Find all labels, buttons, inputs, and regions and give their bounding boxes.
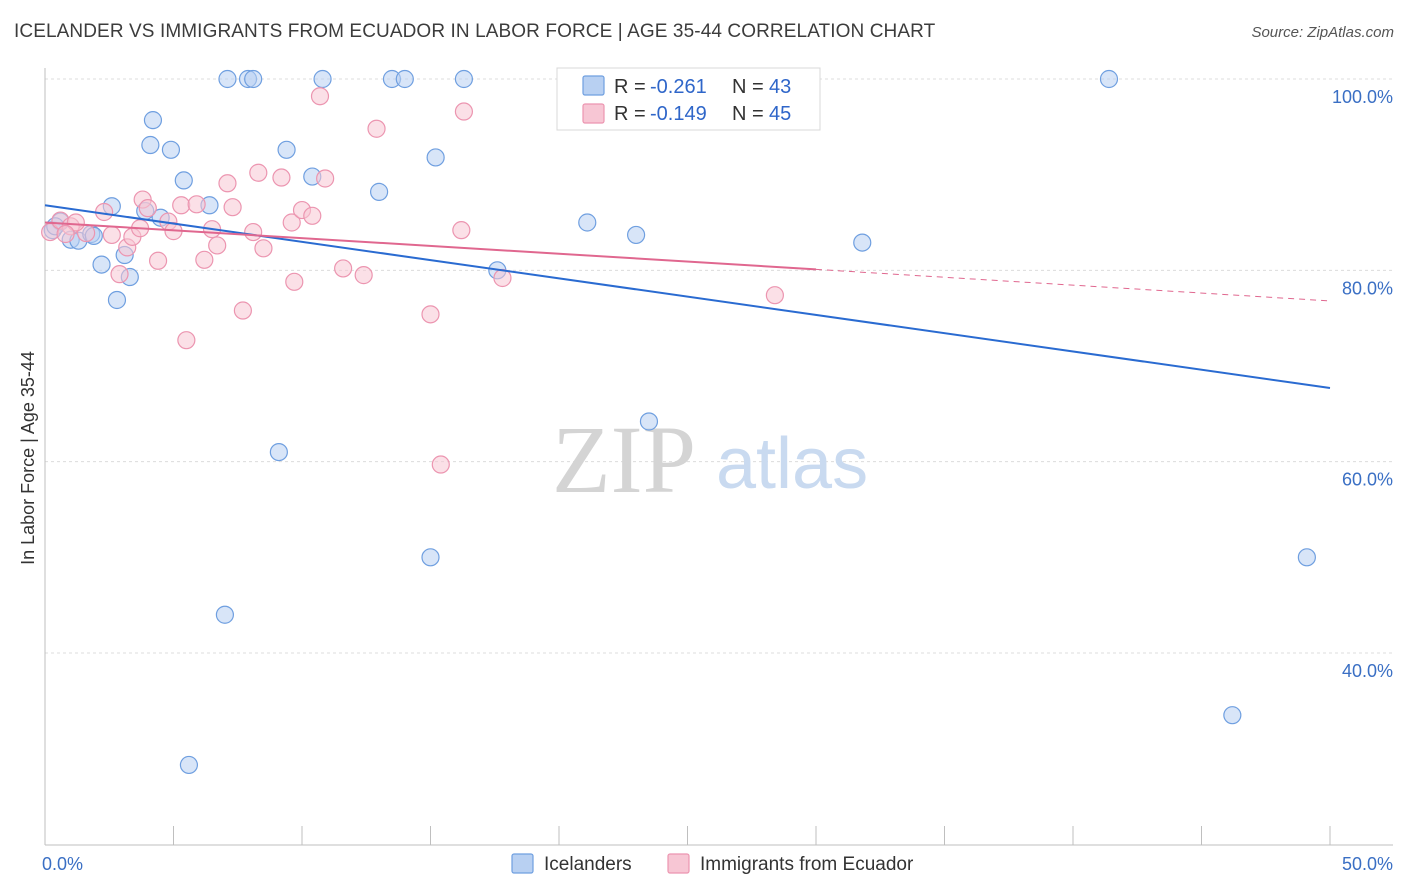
legend-n-value-1: 43 <box>769 76 791 98</box>
ecuador-point <box>316 169 335 188</box>
ecuador-point <box>187 195 206 214</box>
icelander-point <box>454 69 474 89</box>
x-tick-label-max: 50.0% <box>1342 854 1393 874</box>
icelander-point <box>215 605 234 624</box>
ecuador-point <box>367 119 386 138</box>
legend-r-label-1: R = <box>614 76 646 98</box>
ecuador-point <box>56 224 75 244</box>
icelander-point <box>161 140 181 159</box>
watermark: ZIP atlas <box>552 406 868 513</box>
ecuador-point <box>282 213 301 232</box>
ecuador-trend-extension <box>815 268 1331 302</box>
ecuador-point <box>431 455 450 474</box>
ecuador-point <box>195 250 214 269</box>
ecuador-point <box>421 305 440 324</box>
icelander-point <box>853 233 872 252</box>
ecuador-point <box>454 102 474 121</box>
legend-r-value-2: -0.149 <box>650 103 707 125</box>
icelander-point <box>1099 69 1119 89</box>
watermark-atlas: atlas <box>716 424 868 504</box>
bottom-legend-icelanders: Icelanders <box>544 854 632 875</box>
ecuador-point <box>110 265 129 284</box>
axes: 100.0% 80.0% 60.0% 40.0% 0.0% 50.0% <box>42 68 1393 874</box>
ecuador-point <box>303 206 322 225</box>
ecuador-point <box>272 168 291 187</box>
ecuador-point <box>334 259 353 278</box>
legend-n-label-1: N = <box>732 76 764 98</box>
chart-title: ICELANDER VS IMMIGRANTS FROM ECUADOR IN … <box>14 21 936 42</box>
legend-swatch-ecuador <box>582 103 605 124</box>
ecuador-point <box>310 87 330 106</box>
icelander-trend-line <box>44 204 1331 389</box>
icelander-point <box>313 69 332 89</box>
legend-n-label-2: N = <box>732 103 764 125</box>
icelander-point <box>143 111 163 130</box>
icelander-point <box>107 290 127 310</box>
ecuador-point <box>223 198 242 217</box>
icelander-point <box>269 443 288 462</box>
y-axis-title: In Labor Force | Age 35-44 <box>18 351 38 565</box>
ecuador-point <box>172 196 191 215</box>
bottom-legend-ecuador: Immigrants from Ecuador <box>700 854 914 875</box>
icelander-point <box>179 755 199 775</box>
x-tick-label-min: 0.0% <box>42 854 83 874</box>
ecuador-point <box>148 251 168 270</box>
icelander-point <box>1297 548 1316 567</box>
icelander-point <box>92 255 111 274</box>
icelander-point <box>578 213 597 232</box>
icelander-point <box>244 69 263 89</box>
icelander-point <box>626 225 646 245</box>
ecuador-point <box>452 221 471 240</box>
icelander-point <box>370 182 389 201</box>
ecuador-point <box>177 331 196 350</box>
ecuador-point <box>218 174 237 193</box>
icelander-point <box>395 69 414 89</box>
icelander-point <box>426 148 445 167</box>
grid <box>45 78 1393 654</box>
legend-n-value-2: 45 <box>769 103 791 125</box>
data-points <box>41 69 1316 775</box>
y-tick-label: 100.0% <box>1332 87 1393 107</box>
correlation-legend: R = -0.261 N = 43 R = -0.149 N = 45 <box>556 67 821 131</box>
icelander-point <box>277 140 296 159</box>
y-tick-label: 60.0% <box>1342 470 1393 490</box>
ecuador-trend-line <box>44 221 817 271</box>
legend-r-value-1: -0.261 <box>650 76 707 98</box>
icelander-point <box>421 548 440 567</box>
ecuador-point <box>102 225 121 245</box>
y-tick-label: 40.0% <box>1342 661 1393 681</box>
ecuador-point <box>285 272 304 291</box>
ecuador-point <box>138 199 157 218</box>
icelander-point <box>141 135 160 155</box>
legend-swatch-icelanders <box>582 75 605 96</box>
series-legend: Icelanders Immigrants from Ecuador <box>511 853 914 875</box>
ecuador-point <box>208 236 227 255</box>
watermark-zip: ZIP <box>552 406 696 513</box>
icelander-point <box>1223 706 1242 725</box>
ecuador-point <box>233 301 252 320</box>
trend-lines <box>44 204 1331 389</box>
ecuador-point <box>765 286 784 305</box>
ecuador-point <box>244 222 263 242</box>
bottom-swatch-icelanders <box>511 853 534 874</box>
icelander-point <box>639 412 659 431</box>
icelander-point <box>174 171 193 190</box>
legend-r-label-2: R = <box>614 103 646 125</box>
ecuador-point <box>249 163 268 182</box>
ecuador-point <box>354 266 373 285</box>
source-label: Source: ZipAtlas.com <box>1251 24 1394 41</box>
ecuador-point <box>66 213 85 232</box>
ecuador-point <box>254 239 273 258</box>
y-tick-label: 80.0% <box>1342 278 1393 298</box>
bottom-swatch-ecuador <box>667 853 690 874</box>
icelander-point <box>218 69 237 89</box>
